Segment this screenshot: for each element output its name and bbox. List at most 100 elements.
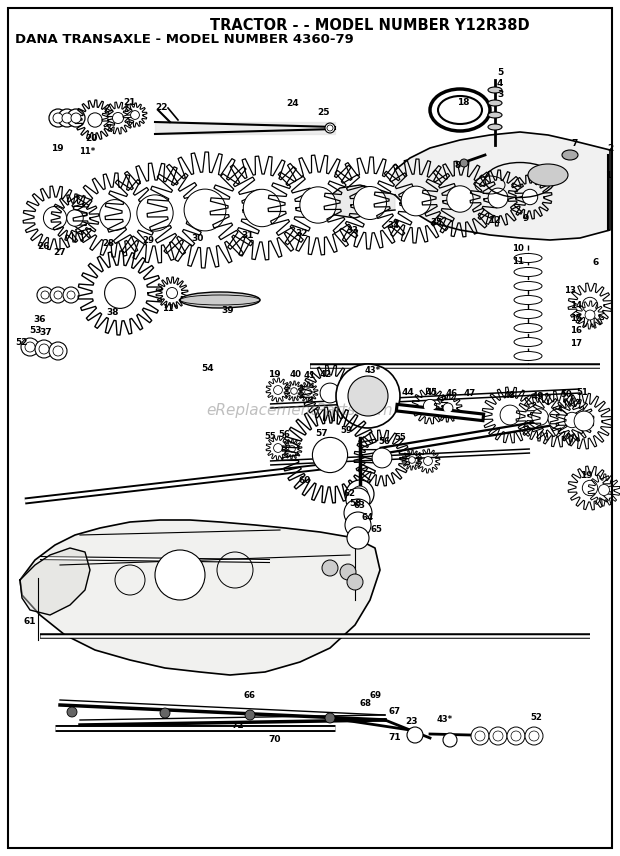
Text: 40: 40 bbox=[290, 370, 302, 378]
Circle shape bbox=[489, 727, 507, 745]
Text: 11: 11 bbox=[512, 257, 524, 265]
Text: 55: 55 bbox=[394, 432, 406, 442]
Circle shape bbox=[88, 113, 102, 128]
Polygon shape bbox=[20, 520, 380, 675]
Ellipse shape bbox=[514, 253, 542, 263]
Text: 56: 56 bbox=[378, 437, 390, 445]
Text: 43*: 43* bbox=[437, 716, 453, 724]
Text: 12: 12 bbox=[488, 216, 500, 224]
Circle shape bbox=[346, 480, 374, 508]
Text: TRACTOR - - MODEL NUMBER Y12R38D: TRACTOR - - MODEL NUMBER Y12R38D bbox=[210, 18, 530, 33]
Circle shape bbox=[336, 364, 400, 428]
Circle shape bbox=[407, 727, 423, 743]
Ellipse shape bbox=[562, 150, 578, 160]
Text: 51: 51 bbox=[576, 388, 588, 396]
Text: 24: 24 bbox=[286, 98, 299, 108]
Circle shape bbox=[53, 113, 63, 123]
Circle shape bbox=[67, 707, 77, 717]
Circle shape bbox=[322, 560, 338, 576]
Circle shape bbox=[273, 443, 282, 453]
Circle shape bbox=[50, 287, 66, 303]
Circle shape bbox=[291, 388, 298, 395]
Text: 23: 23 bbox=[405, 717, 419, 727]
Polygon shape bbox=[395, 132, 610, 240]
Circle shape bbox=[460, 159, 468, 167]
Circle shape bbox=[245, 710, 255, 720]
Circle shape bbox=[372, 448, 392, 468]
Text: 53: 53 bbox=[29, 325, 42, 335]
Circle shape bbox=[41, 291, 49, 299]
Text: 2: 2 bbox=[607, 144, 613, 152]
Ellipse shape bbox=[488, 124, 502, 130]
Circle shape bbox=[112, 112, 123, 123]
Text: 69: 69 bbox=[369, 691, 381, 699]
Text: 10: 10 bbox=[512, 243, 524, 253]
Circle shape bbox=[105, 277, 135, 308]
Circle shape bbox=[67, 210, 83, 226]
Circle shape bbox=[67, 109, 85, 127]
Circle shape bbox=[564, 413, 580, 428]
Text: 44: 44 bbox=[402, 388, 414, 396]
Circle shape bbox=[325, 123, 335, 133]
Text: 48: 48 bbox=[504, 390, 516, 400]
Circle shape bbox=[352, 486, 368, 502]
Circle shape bbox=[353, 187, 386, 219]
Text: 43*: 43* bbox=[365, 366, 381, 375]
Text: 27: 27 bbox=[54, 247, 66, 257]
Circle shape bbox=[344, 499, 372, 527]
Circle shape bbox=[62, 113, 72, 123]
Circle shape bbox=[63, 287, 79, 303]
Circle shape bbox=[488, 188, 508, 208]
Circle shape bbox=[574, 411, 594, 431]
Text: 41: 41 bbox=[304, 371, 316, 379]
Text: 59: 59 bbox=[340, 425, 352, 435]
Circle shape bbox=[304, 389, 311, 395]
Circle shape bbox=[54, 291, 62, 299]
Text: 9: 9 bbox=[523, 213, 529, 223]
Polygon shape bbox=[20, 548, 90, 615]
Circle shape bbox=[39, 344, 49, 354]
Circle shape bbox=[598, 484, 609, 496]
Circle shape bbox=[155, 550, 205, 600]
Text: 32: 32 bbox=[296, 229, 308, 237]
Text: 55: 55 bbox=[264, 431, 276, 441]
Text: 47: 47 bbox=[464, 389, 476, 397]
Ellipse shape bbox=[514, 282, 542, 290]
Text: 15: 15 bbox=[570, 313, 582, 323]
Circle shape bbox=[423, 456, 432, 466]
Circle shape bbox=[49, 342, 67, 360]
Text: 8: 8 bbox=[455, 161, 461, 169]
Circle shape bbox=[160, 708, 170, 718]
Text: 14: 14 bbox=[570, 300, 582, 310]
Text: 39: 39 bbox=[222, 306, 234, 314]
Text: 58: 58 bbox=[348, 498, 361, 508]
Circle shape bbox=[532, 409, 548, 425]
Ellipse shape bbox=[514, 310, 542, 318]
Text: 36: 36 bbox=[33, 314, 46, 324]
Circle shape bbox=[582, 297, 598, 312]
Text: 42: 42 bbox=[320, 370, 332, 378]
Circle shape bbox=[500, 405, 520, 425]
Text: 4: 4 bbox=[497, 79, 503, 87]
Circle shape bbox=[21, 338, 39, 356]
Circle shape bbox=[443, 403, 453, 413]
Text: 60: 60 bbox=[299, 475, 311, 484]
Circle shape bbox=[447, 186, 473, 212]
Circle shape bbox=[348, 376, 388, 416]
Text: 16: 16 bbox=[570, 325, 582, 335]
Circle shape bbox=[325, 713, 335, 723]
Text: 45: 45 bbox=[426, 388, 438, 396]
Circle shape bbox=[471, 727, 489, 745]
Text: 18: 18 bbox=[457, 98, 469, 106]
Text: 35: 35 bbox=[430, 217, 442, 227]
Circle shape bbox=[443, 733, 457, 747]
Circle shape bbox=[131, 110, 140, 119]
Text: 57: 57 bbox=[316, 429, 329, 437]
Text: 67: 67 bbox=[389, 708, 401, 716]
Circle shape bbox=[43, 206, 66, 229]
Text: 61: 61 bbox=[24, 617, 36, 627]
Circle shape bbox=[345, 512, 371, 538]
Text: 37: 37 bbox=[40, 328, 52, 336]
Circle shape bbox=[346, 488, 370, 512]
Text: 46: 46 bbox=[446, 389, 458, 397]
